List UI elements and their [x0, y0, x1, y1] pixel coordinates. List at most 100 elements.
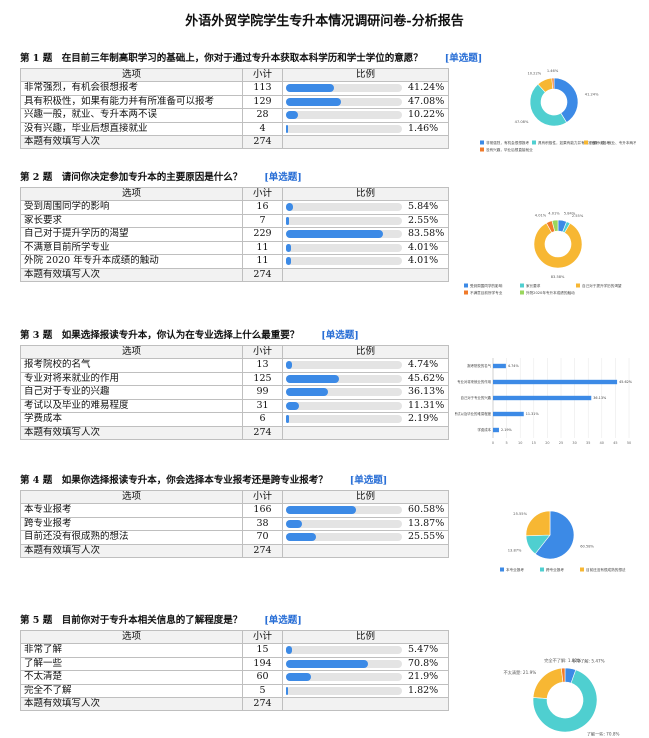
bar-value-label: 45.62% [619, 380, 633, 384]
table-total-row: 本题有效填写人次 274 [20, 543, 449, 558]
legend-label: 不满意目前所学专业 [470, 290, 503, 295]
ratio-bar-track [286, 401, 402, 410]
pie-slice-label: 83.58% [551, 275, 565, 279]
pie-slice-label: 13.87% [508, 549, 522, 553]
ratio-bar-fill [286, 533, 316, 541]
pie-slice-label: 47.08% [515, 120, 529, 124]
table-total-row: 本题有效填写人次 274 [20, 135, 449, 149]
pie-slice-label: 2.55% [572, 214, 584, 218]
x-tick-label: 45 [613, 441, 617, 445]
table-row: 具有积极性，如果有能力并有所准备可以报考 129 47.08% [20, 94, 449, 109]
option-count: 11 [242, 240, 283, 255]
bar [493, 411, 524, 417]
table-row: 非常了解 15 5.47% [20, 643, 449, 658]
option-label: 家长要求 [20, 213, 243, 228]
legend-swatch [520, 283, 524, 288]
result-table: 选项 小计 比例 报考院校的名气 13 4.74% 专业对将来就业的作用 125 45.62% 自… [20, 345, 449, 440]
option-percent: 21.9% [408, 671, 439, 682]
question-type-link[interactable]: [单选题] [264, 172, 302, 183]
option-percent: 5.47% [408, 644, 439, 655]
bar-chart-q3: 0 5 10 15 20 25 30 35 40 45 50 报考院校的名气 4.74% 专业对将来就业的… [455, 358, 633, 445]
result-table: 选项 小计 比例 非常强烈，有机会很想报考 113 41.24% 具有积极性，如果有能力并有… [20, 68, 449, 149]
option-ratio-cell: 70.8% [282, 656, 449, 671]
ratio-bar-track [286, 257, 402, 265]
header-count: 小计 [242, 68, 283, 82]
legend-label: 外院2020年专升本成绩的触动 [526, 290, 575, 295]
option-count: 99 [242, 385, 283, 400]
question-type-link[interactable]: [单选题] [321, 330, 359, 341]
pie-slice-label: 4.01% [548, 211, 560, 215]
option-label: 不太清楚 [20, 670, 243, 685]
option-count: 60 [242, 670, 283, 685]
header-option: 选项 [20, 630, 243, 644]
question-text: 第 4 题 如果你选择报读专升本，你会选择本专业报考还是跨专业报考？ [20, 475, 328, 486]
pie-slice [529, 83, 567, 127]
result-table: 选项 小计 比例 非常了解 15 5.47% 了解一些 194 70.8% 不太清楚 60 21.9%… [20, 630, 449, 711]
pie-slice-label: 完全不了解: 1.82% [544, 657, 581, 664]
question-heading: 第 5 题 目前你对于专升本相关信息的了解程度是？ [单选题] [20, 612, 449, 626]
option-ratio-cell: 4.01% [282, 254, 449, 269]
legend-swatch [520, 290, 524, 295]
pie-slice-label: 10.22% [527, 72, 541, 76]
question-heading: 第 3 题 如果选择报读专升本，你认为在专业选择上什么最重要？ [单选题] [20, 327, 449, 341]
question-text: 第 2 题 请问你决定参加专升本的主要原因是什么？ [20, 172, 243, 183]
option-ratio-cell: 60.58% [282, 503, 449, 518]
total-count: 274 [242, 425, 283, 440]
question-type-link[interactable]: [单选题] [444, 53, 483, 64]
question-2: 第 2 题 请问你决定参加专升本的主要原因是什么？ [单选题] 选项 小计 比例 受到周围… [20, 169, 449, 282]
option-label: 不满意目前所学专业 [20, 240, 243, 255]
ratio-bar-track [286, 646, 402, 654]
option-label: 完全不了解 [20, 683, 243, 698]
option-percent: 47.08% [408, 95, 445, 107]
option-percent: 45.62% [408, 372, 445, 384]
ratio-bar-fill [286, 659, 369, 668]
legend-swatch [500, 567, 504, 572]
legend-swatch [580, 567, 584, 572]
y-category-label: 专业对将来就业的作用 [457, 379, 491, 384]
option-ratio-cell: 5.47% [282, 643, 449, 658]
table-row: 报考院校的名气 13 4.74% [20, 358, 449, 373]
pie-chart-q5: 非常了解: 5.47% 了解一些: 70.8% 不太清楚: 21.9% 完全不了解: … [503, 657, 619, 736]
question-type-link[interactable]: [单选题] [264, 615, 302, 626]
option-label: 具有积极性，如果有能力并有所准备可以报考 [20, 94, 243, 109]
bar [493, 395, 592, 401]
y-category-label: 学费成本 [477, 427, 491, 432]
legend-swatch [576, 283, 580, 288]
pie-slice [561, 667, 566, 683]
x-tick-label: 20 [545, 441, 549, 445]
total-label: 本题有效填写人次 [20, 543, 243, 558]
ratio-bar-fill [286, 97, 341, 106]
legend-label: 受到周围同学的影响 [470, 283, 503, 288]
question-4: 第 4 题 如果你选择报读专升本，你会选择本专业报考还是跨专业报考？ [单选题] 选… [20, 472, 449, 558]
table-total-row: 本题有效填写人次 274 [20, 697, 449, 711]
total-count: 274 [242, 697, 283, 711]
table-row: 考试以及毕业的难易程度 31 11.31% [20, 398, 449, 413]
total-label: 本题有效填写人次 [20, 425, 243, 440]
option-percent: 1.46% [408, 122, 439, 134]
option-ratio-cell: 5.84% [282, 200, 449, 215]
ratio-bar-track [286, 97, 402, 106]
question-3: 第 3 题 如果选择报读专升本，你认为在专业选择上什么最重要？ [单选题] 选项 小计… [20, 327, 449, 440]
table-header-row: 选项 小计 比例 [20, 345, 449, 359]
option-count: 15 [242, 643, 283, 658]
pie-slice-label: 非常了解: 5.47% [572, 658, 605, 665]
question-type-link[interactable]: [单选题] [349, 475, 388, 486]
legend-swatch [532, 140, 536, 145]
option-label: 目前还没有很成熟的想法 [20, 530, 243, 545]
table-row: 不满意目前所学专业 11 4.01% [20, 240, 449, 255]
y-category-label: 报考院校的名气 [467, 363, 491, 368]
pie-slice-label: 60.58% [580, 544, 594, 548]
question-heading: 第 2 题 请问你决定参加专升本的主要原因是什么？ [单选题] [20, 169, 449, 183]
ratio-bar-track [286, 686, 402, 695]
ratio-bar-track [286, 374, 402, 383]
pie-slice-label: 25.55% [513, 512, 527, 516]
option-ratio-cell: 36.13% [282, 385, 449, 400]
pie-slice-label: 1.46% [547, 69, 559, 73]
option-percent: 83.58% [408, 228, 445, 239]
x-tick-label: 40 [600, 441, 604, 445]
pie-slice-label: 4.01% [535, 213, 547, 217]
option-label: 考试以及毕业的难易程度 [20, 398, 243, 413]
legend-swatch [480, 147, 484, 152]
table-header-row: 选项 小计 比例 [20, 68, 449, 82]
option-ratio-cell: 1.46% [282, 121, 449, 136]
